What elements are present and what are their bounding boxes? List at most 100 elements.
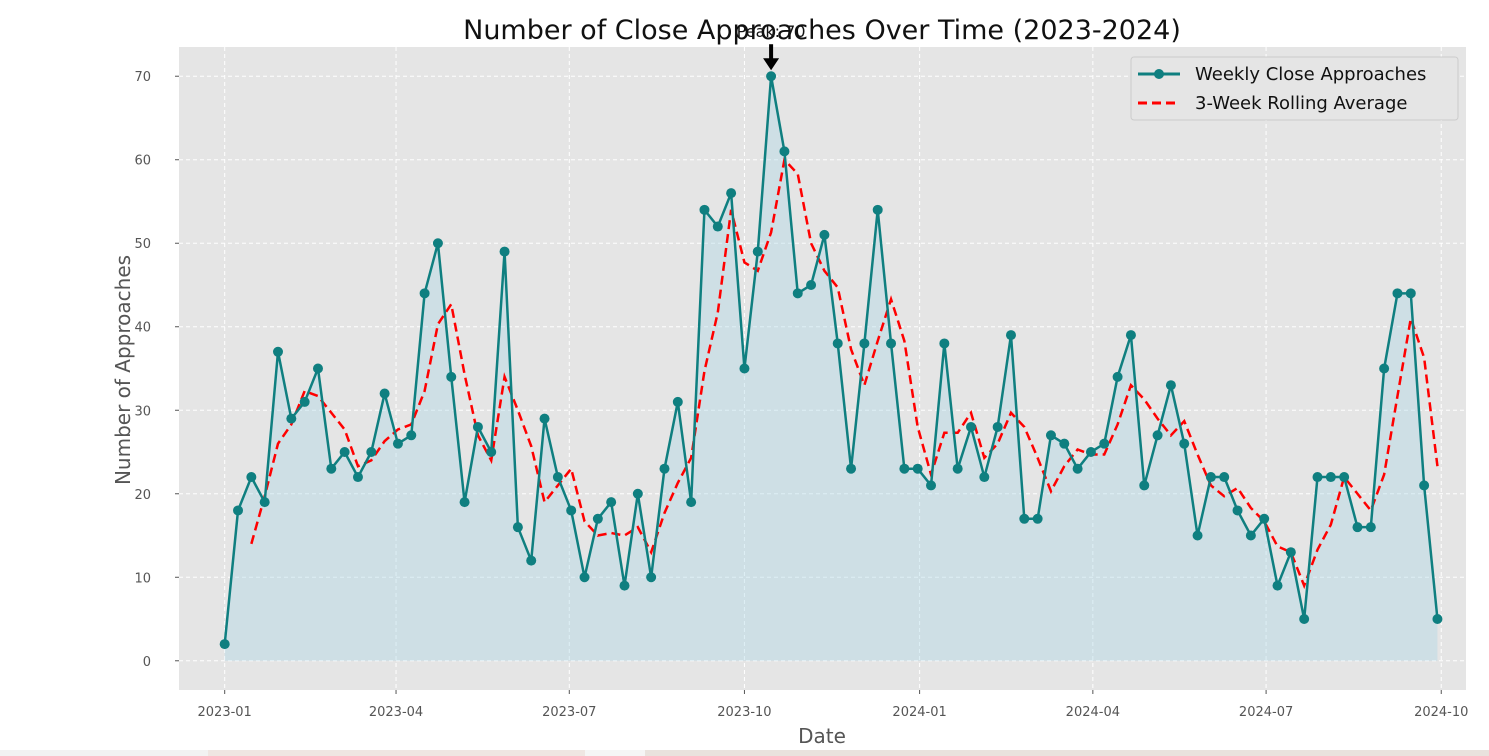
weekly-approaches-line xyxy=(223,76,1439,645)
data-point xyxy=(312,363,323,374)
y-tick-label: 20 xyxy=(134,488,151,503)
legend-marker-weekly xyxy=(1154,69,1164,79)
data-point xyxy=(646,572,657,583)
annotation-label: Peak: 70 xyxy=(737,22,806,41)
data-point xyxy=(1365,522,1376,533)
data-point xyxy=(819,229,830,240)
series xyxy=(219,71,1443,650)
y-tick-label: 50 xyxy=(134,237,151,252)
data-point xyxy=(846,463,857,474)
data-point xyxy=(539,413,550,424)
data-point xyxy=(939,338,950,349)
data-point xyxy=(1232,505,1243,516)
data-point xyxy=(352,472,363,483)
data-point xyxy=(1352,522,1363,533)
x-axis-label: Date xyxy=(798,724,846,748)
data-point xyxy=(806,279,817,290)
data-point xyxy=(619,580,630,591)
bottom-strip xyxy=(0,750,208,756)
data-point xyxy=(606,497,617,508)
legend-label-weekly: Weekly Close Approaches xyxy=(1195,64,1426,85)
data-point xyxy=(446,371,457,382)
x-tick-label: 2023-01 xyxy=(198,705,252,720)
data-point xyxy=(1099,438,1110,449)
legend-label-rolling: 3-Week Rolling Average xyxy=(1195,93,1407,114)
data-point xyxy=(712,221,723,232)
bottom-strip xyxy=(645,750,1489,756)
legend-box xyxy=(1130,56,1459,121)
x-tick-label: 2024-04 xyxy=(1066,705,1120,720)
data-point xyxy=(1165,380,1176,391)
data-point xyxy=(1325,472,1336,483)
data-point xyxy=(1245,530,1256,541)
data-point xyxy=(1072,463,1083,474)
x-tick-label: 2023-07 xyxy=(542,705,596,720)
x-tick-label: 2024-01 xyxy=(892,705,946,720)
data-point xyxy=(766,71,777,82)
data-point xyxy=(219,639,230,650)
data-point xyxy=(366,447,377,458)
data-point xyxy=(552,472,563,483)
bottom-strip xyxy=(585,750,645,756)
data-point xyxy=(512,522,523,533)
x-tick-label: 2023-04 xyxy=(369,705,423,720)
data-point xyxy=(899,463,910,474)
bottom-strip xyxy=(208,750,585,756)
data-point xyxy=(779,146,790,157)
data-point xyxy=(1085,447,1096,458)
data-point xyxy=(233,505,244,516)
data-point xyxy=(992,421,1003,432)
data-point xyxy=(1179,438,1190,449)
data-point xyxy=(1392,288,1403,299)
area-fill-path xyxy=(224,76,1438,661)
data-point xyxy=(832,338,843,349)
data-point xyxy=(1405,288,1416,299)
data-point xyxy=(886,338,897,349)
plot-area xyxy=(179,47,1466,690)
data-point xyxy=(699,204,710,215)
data-point xyxy=(406,430,417,441)
data-point xyxy=(926,480,937,491)
data-point xyxy=(592,513,603,524)
data-point xyxy=(1419,480,1430,491)
data-point xyxy=(952,463,963,474)
data-point xyxy=(1299,614,1310,625)
peak-annotation: Peak: 70 xyxy=(737,22,806,71)
x-tick-label: 2024-10 xyxy=(1414,705,1468,720)
data-point xyxy=(379,388,390,399)
data-point xyxy=(912,463,923,474)
data-point xyxy=(459,497,470,508)
data-point xyxy=(752,246,763,257)
data-point xyxy=(1205,472,1216,483)
data-point xyxy=(1019,513,1030,524)
data-point xyxy=(432,238,443,249)
data-point xyxy=(326,463,337,474)
y-tick-label: 40 xyxy=(134,321,151,336)
data-point xyxy=(392,438,403,449)
y-tick-label: 10 xyxy=(134,571,151,586)
data-point xyxy=(1125,330,1136,341)
data-point xyxy=(979,472,990,483)
data-point xyxy=(1045,430,1056,441)
data-point xyxy=(1379,363,1390,374)
annotation-arrow-head xyxy=(763,58,780,71)
y-tick-label: 0 xyxy=(143,655,151,670)
data-point xyxy=(579,572,590,583)
data-point xyxy=(1059,438,1070,449)
data-point xyxy=(1272,580,1283,591)
data-point xyxy=(1139,480,1150,491)
data-point xyxy=(1112,371,1123,382)
data-point xyxy=(659,463,670,474)
data-point xyxy=(299,396,310,407)
area-fill xyxy=(224,76,1438,661)
data-point xyxy=(259,497,270,508)
data-point xyxy=(1219,472,1230,483)
data-point xyxy=(726,188,737,199)
data-point xyxy=(1285,547,1296,558)
data-point xyxy=(1152,430,1163,441)
data-point xyxy=(566,505,577,516)
data-point xyxy=(859,338,870,349)
data-point xyxy=(499,246,510,257)
data-point xyxy=(1032,513,1043,524)
